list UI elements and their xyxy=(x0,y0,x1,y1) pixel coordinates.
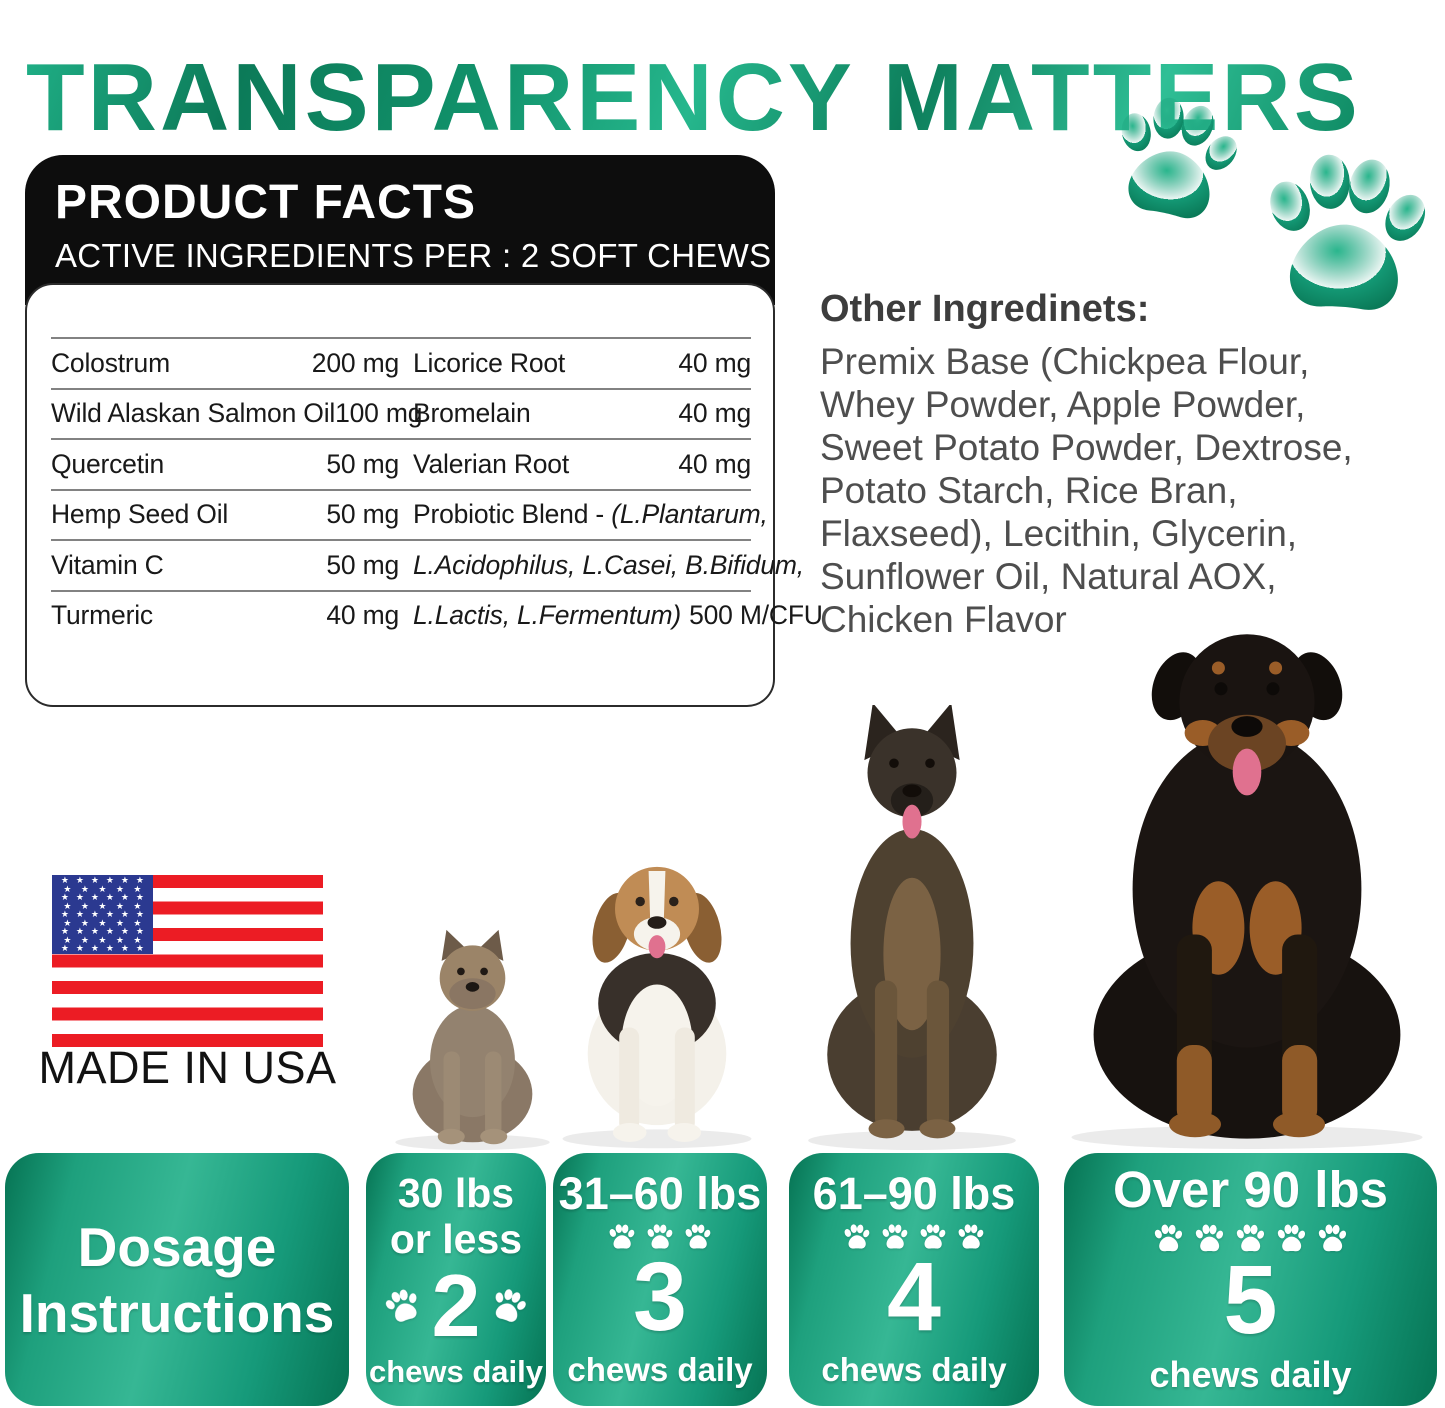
chew-count: 3 xyxy=(633,1241,687,1351)
paw-icon xyxy=(608,1223,636,1249)
paw-icon xyxy=(646,1223,674,1249)
ingredients-table: Colostrum 200 mg Licorice Root 40 mg Wild … xyxy=(25,283,823,707)
paw-icon xyxy=(1235,1224,1266,1252)
dosage-option-over-90lbs: Over 90 lbs 5 chews daily xyxy=(1064,1153,1437,1406)
paw-icon xyxy=(1276,1224,1307,1252)
other-ingredients-line: Flaxseed), Lecithin, Glycerin, xyxy=(820,513,1298,554)
made-in-usa-label: MADE IN USA xyxy=(38,1042,337,1093)
paw-icon xyxy=(1317,1224,1348,1252)
chew-count: 5 xyxy=(1223,1245,1278,1354)
ingredient-row: Vitamin C 50 mg L.Acidophilus, L.Casei, B… xyxy=(51,539,804,590)
paw-icon xyxy=(881,1223,909,1249)
other-ingredients-line: Sweet Potato Powder, Dextrose, xyxy=(820,427,1353,468)
paw-icon xyxy=(380,1284,424,1325)
rottweiler-photo xyxy=(1071,634,1423,1149)
product-facts-heading: PRODUCT FACTS xyxy=(55,176,476,229)
weight-range: 31–60 lbs xyxy=(558,1167,762,1219)
other-ingredients-line: Premix Base (Chickpea Flour, xyxy=(820,341,1310,382)
paw-icon xyxy=(957,1223,985,1249)
yorkshire-terrier-photo xyxy=(395,929,550,1150)
ingredient-row: Hemp Seed Oil 50 mg Probiotic Blend - (L.… xyxy=(51,488,768,540)
chew-count: 2 xyxy=(431,1255,481,1355)
other-ingredients-line: Chicken Flavor xyxy=(820,599,1067,640)
weight-range: 61–90 lbs xyxy=(812,1167,1016,1219)
paw-icon xyxy=(843,1223,871,1249)
weight-range: or less xyxy=(389,1215,523,1262)
dosage-option-31-60lbs: 31–60 lbs 3 chews daily xyxy=(553,1153,767,1406)
other-ingredients-line: Whey Powder, Apple Powder, xyxy=(820,384,1306,425)
flag-canton: ★ ★ ★ ★ ★ ★ ★ ★ ★ ★ ★ ★ ★ ★ ★ ★ ★ ★ ★ ★ ★ ★ ★ ★ ★ ★ ★ ★ ★ ★ ★ ★ ★ ★ ★ ★ ★ ★ ★ ★… xyxy=(52,875,153,955)
paw-icon xyxy=(1153,1224,1184,1252)
chew-count: 4 xyxy=(887,1241,941,1351)
dosage-title-line: Dosage xyxy=(77,1215,277,1278)
paw-icon xyxy=(1194,1224,1225,1252)
other-ingredients-line: Sunflower Oil, Natural AOX, xyxy=(820,556,1277,597)
other-ingredients-heading: Other Ingredinets: xyxy=(820,288,1150,330)
paw-print-icon xyxy=(1100,86,1251,228)
chews-daily-label: chews daily xyxy=(368,1353,544,1389)
weight-range: Over 90 lbs xyxy=(1113,1161,1388,1218)
ingredient-row: Wild Alaskan Salmon Oil 100 mg Bromelain 4… xyxy=(51,387,751,439)
ingredient-row: Turmeric 40 mg L.Lactis, L.Fermentum) 500 … xyxy=(51,589,823,641)
other-ingredients-line: Potato Starch, Rice Bran, xyxy=(820,470,1238,511)
paw-icon xyxy=(684,1223,712,1249)
paw-icon xyxy=(919,1223,947,1249)
ingredient-row: Quercetin 50 mg Valerian Root 40 mg xyxy=(51,438,751,489)
chews-daily-label: chews daily xyxy=(821,1350,1007,1388)
beagle-photo xyxy=(562,866,752,1149)
dosage-instructions-box: Dosage Instructions xyxy=(5,1153,349,1406)
german-shepherd-photo xyxy=(808,705,1016,1150)
dosage-title-line: Instructions xyxy=(19,1281,335,1344)
other-ingredients-block: Other Ingredinets: Premix Base (Chickpea… xyxy=(820,288,1432,641)
paw-icon xyxy=(488,1284,531,1325)
dosage-option-61-90lbs: 61–90 lbs 4 chews daily xyxy=(789,1153,1039,1406)
product-facts-subheading: ACTIVE INGREDIENTS PER : 2 SOFT CHEWS xyxy=(55,237,772,274)
weight-range: 30 lbs xyxy=(397,1169,515,1216)
product-facts-header: PRODUCT FACTS ACTIVE INGREDIENTS PER : 2… xyxy=(25,155,775,305)
product-facts-panel: PRODUCT FACTS ACTIVE INGREDIENTS PER : 2… xyxy=(25,155,823,707)
dosage-option-30lbs-or-less: 30 lbs or less 2 chews daily xyxy=(366,1153,546,1406)
ingredient-row: Colostrum 200 mg Licorice Root 40 mg xyxy=(51,337,751,388)
usa-flag: ★ ★ ★ ★ ★ ★ ★ ★ ★ ★ ★ ★ ★ ★ ★ ★ ★ ★ ★ ★ ★ ★ ★ ★ ★ ★ ★ ★ ★ ★ ★ ★ ★ ★ ★ ★ ★ ★ ★ ★… xyxy=(52,875,323,1047)
chews-daily-label: chews daily xyxy=(1149,1354,1352,1395)
chews-daily-label: chews daily xyxy=(567,1350,753,1388)
